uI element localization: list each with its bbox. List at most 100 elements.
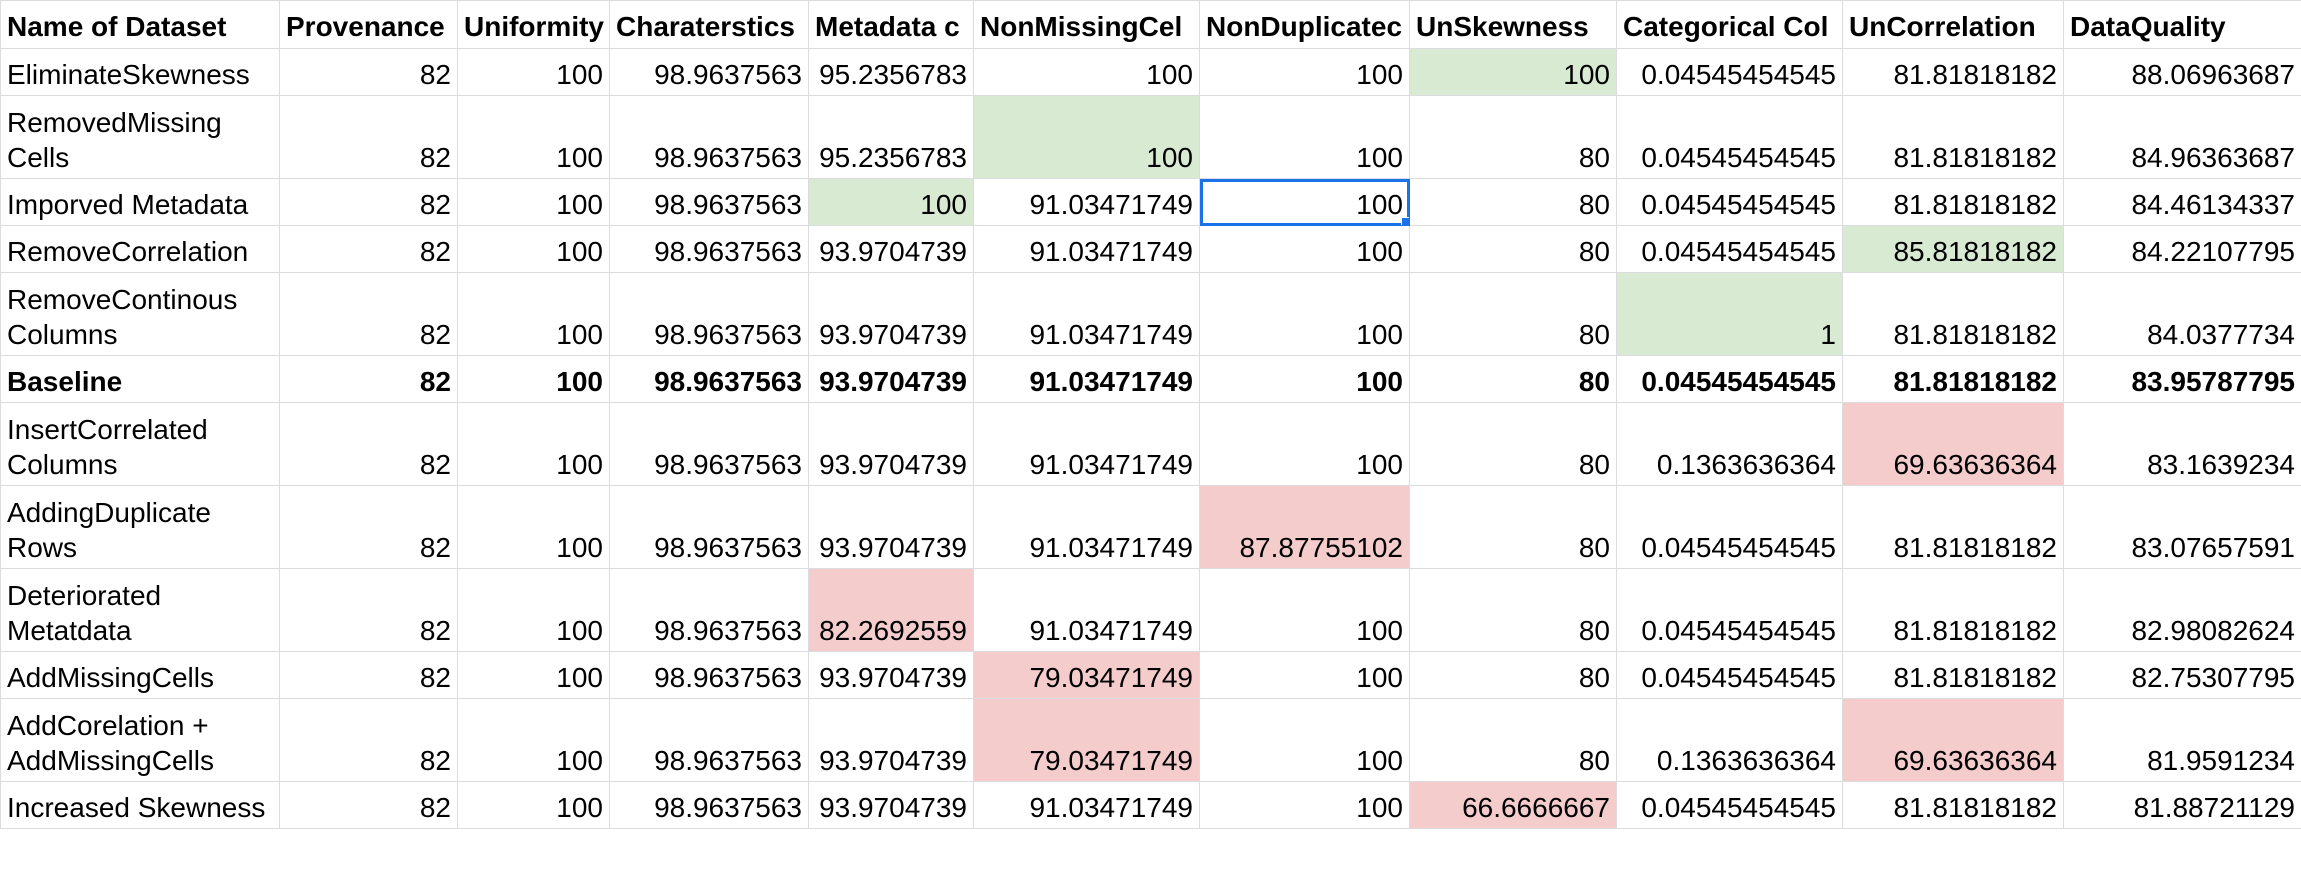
value-cell[interactable]: 81.81818182: [1842, 48, 2064, 96]
value-cell[interactable]: 81.88721129: [2063, 781, 2301, 829]
value-cell[interactable]: 100: [457, 225, 610, 273]
value-cell[interactable]: 95.2356783: [808, 48, 974, 96]
value-cell[interactable]: 91.03471749: [973, 402, 1200, 486]
value-cell[interactable]: 98.9637563: [609, 485, 809, 569]
value-cell[interactable]: 84.22107795: [2063, 225, 2301, 273]
value-cell[interactable]: 82: [279, 178, 458, 226]
value-cell[interactable]: 82: [279, 225, 458, 273]
value-cell[interactable]: 98.9637563: [609, 355, 809, 403]
value-cell[interactable]: 100: [457, 402, 610, 486]
value-cell[interactable]: 82: [279, 95, 458, 179]
value-cell[interactable]: 100: [457, 781, 610, 829]
value-cell[interactable]: 98.9637563: [609, 95, 809, 179]
value-cell[interactable]: 82: [279, 402, 458, 486]
value-cell[interactable]: 93.9704739: [808, 355, 974, 403]
value-cell[interactable]: 100: [1199, 568, 1410, 652]
value-cell[interactable]: 100: [457, 698, 610, 782]
value-cell[interactable]: 82: [279, 568, 458, 652]
value-cell[interactable]: 93.9704739: [808, 485, 974, 569]
value-cell[interactable]: 91.03471749: [973, 225, 1200, 273]
value-cell[interactable]: 83.07657591: [2063, 485, 2301, 569]
value-cell[interactable]: 82.75307795: [2063, 651, 2301, 699]
value-cell[interactable]: 0.04545454545: [1616, 225, 1843, 273]
value-cell[interactable]: 79.03471749: [973, 651, 1200, 699]
value-cell[interactable]: 69.63636364: [1842, 402, 2064, 486]
value-cell[interactable]: 0.04545454545: [1616, 485, 1843, 569]
column-header-2[interactable]: Provenance: [279, 0, 458, 49]
value-cell[interactable]: 81.81818182: [1842, 568, 2064, 652]
value-cell[interactable]: 100: [973, 95, 1200, 179]
value-cell[interactable]: 98.9637563: [609, 781, 809, 829]
value-cell[interactable]: 82: [279, 485, 458, 569]
dataset-name-cell[interactable]: AddMissingCells: [0, 651, 280, 699]
value-cell[interactable]: 100: [457, 485, 610, 569]
value-cell[interactable]: 93.9704739: [808, 225, 974, 273]
value-cell[interactable]: 85.81818182: [1842, 225, 2064, 273]
value-cell[interactable]: 83.95787795: [2063, 355, 2301, 403]
value-cell[interactable]: 100: [1199, 272, 1410, 356]
spreadsheet-grid[interactable]: Name of Dataset Provenance Uniformity Chara…: [0, 0, 2301, 829]
column-header-6[interactable]: NonMissingCel: [973, 0, 1200, 49]
value-cell[interactable]: 0.04545454545: [1616, 568, 1843, 652]
value-cell[interactable]: 80: [1409, 225, 1617, 273]
value-cell[interactable]: 100: [457, 95, 610, 179]
column-header-5[interactable]: Metadata c: [808, 0, 974, 49]
value-cell[interactable]: 81.81818182: [1842, 272, 2064, 356]
value-cell[interactable]: 82: [279, 698, 458, 782]
fill-handle[interactable]: [1401, 217, 1409, 225]
column-header-1[interactable]: Name of Dataset: [0, 0, 280, 49]
value-cell[interactable]: 87.87755102: [1199, 485, 1410, 569]
value-cell[interactable]: 0.04545454545: [1616, 95, 1843, 179]
dataset-name-cell[interactable]: Baseline: [0, 355, 280, 403]
value-cell[interactable]: 93.9704739: [808, 402, 974, 486]
value-cell[interactable]: 80: [1409, 651, 1617, 699]
value-cell[interactable]: 0.04545454545: [1616, 48, 1843, 96]
value-cell[interactable]: 100: [457, 651, 610, 699]
value-cell[interactable]: 81.9591234: [2063, 698, 2301, 782]
value-cell[interactable]: 82.98082624: [2063, 568, 2301, 652]
value-cell[interactable]: 81.81818182: [1842, 485, 2064, 569]
value-cell[interactable]: 93.9704739: [808, 698, 974, 782]
column-header-10[interactable]: UnCorrelation: [1842, 0, 2064, 49]
value-cell[interactable]: 100: [457, 48, 610, 96]
value-cell[interactable]: 80: [1409, 568, 1617, 652]
value-cell[interactable]: 80: [1409, 485, 1617, 569]
value-cell[interactable]: 95.2356783: [808, 95, 974, 179]
value-cell[interactable]: 100: [1199, 225, 1410, 273]
value-cell[interactable]: 88.06963687: [2063, 48, 2301, 96]
value-cell[interactable]: 84.46134337: [2063, 178, 2301, 226]
value-cell[interactable]: 100: [457, 355, 610, 403]
value-cell[interactable]: 91.03471749: [973, 355, 1200, 403]
value-cell[interactable]: 81.81818182: [1842, 651, 2064, 699]
value-cell[interactable]: 81.81818182: [1842, 355, 2064, 403]
value-cell[interactable]: 82: [279, 781, 458, 829]
value-cell[interactable]: 91.03471749: [973, 485, 1200, 569]
column-header-8[interactable]: UnSkewness: [1409, 0, 1617, 49]
dataset-name-cell[interactable]: AddCorelation + AddMissingCells: [0, 698, 280, 782]
value-cell[interactable]: 93.9704739: [808, 272, 974, 356]
value-cell[interactable]: 98.9637563: [609, 272, 809, 356]
dataset-name-cell[interactable]: InsertCorrelated Columns: [0, 402, 280, 486]
value-cell[interactable]: 0.04545454545: [1616, 651, 1843, 699]
value-cell[interactable]: 98.9637563: [609, 402, 809, 486]
value-cell[interactable]: 100: [457, 568, 610, 652]
value-cell[interactable]: 0.1363636364: [1616, 402, 1843, 486]
value-cell[interactable]: 0.04545454545: [1616, 178, 1843, 226]
value-cell[interactable]: 91.03471749: [973, 178, 1200, 226]
selected-cell[interactable]: 100: [1199, 178, 1410, 226]
value-cell[interactable]: 98.9637563: [609, 225, 809, 273]
value-cell[interactable]: 100: [1199, 402, 1410, 486]
value-cell[interactable]: 98.9637563: [609, 698, 809, 782]
value-cell[interactable]: 100: [973, 48, 1200, 96]
value-cell[interactable]: 100: [1199, 95, 1410, 179]
value-cell[interactable]: 0.04545454545: [1616, 355, 1843, 403]
value-cell[interactable]: 100: [1199, 781, 1410, 829]
value-cell[interactable]: 81.81818182: [1842, 781, 2064, 829]
value-cell[interactable]: 100: [1199, 651, 1410, 699]
dataset-name-cell[interactable]: Imporved Metadata: [0, 178, 280, 226]
value-cell[interactable]: 0.1363636364: [1616, 698, 1843, 782]
value-cell[interactable]: 80: [1409, 178, 1617, 226]
value-cell[interactable]: 98.9637563: [609, 651, 809, 699]
column-header-7[interactable]: NonDuplicatec: [1199, 0, 1410, 49]
dataset-name-cell[interactable]: RemovedMissing Cells: [0, 95, 280, 179]
